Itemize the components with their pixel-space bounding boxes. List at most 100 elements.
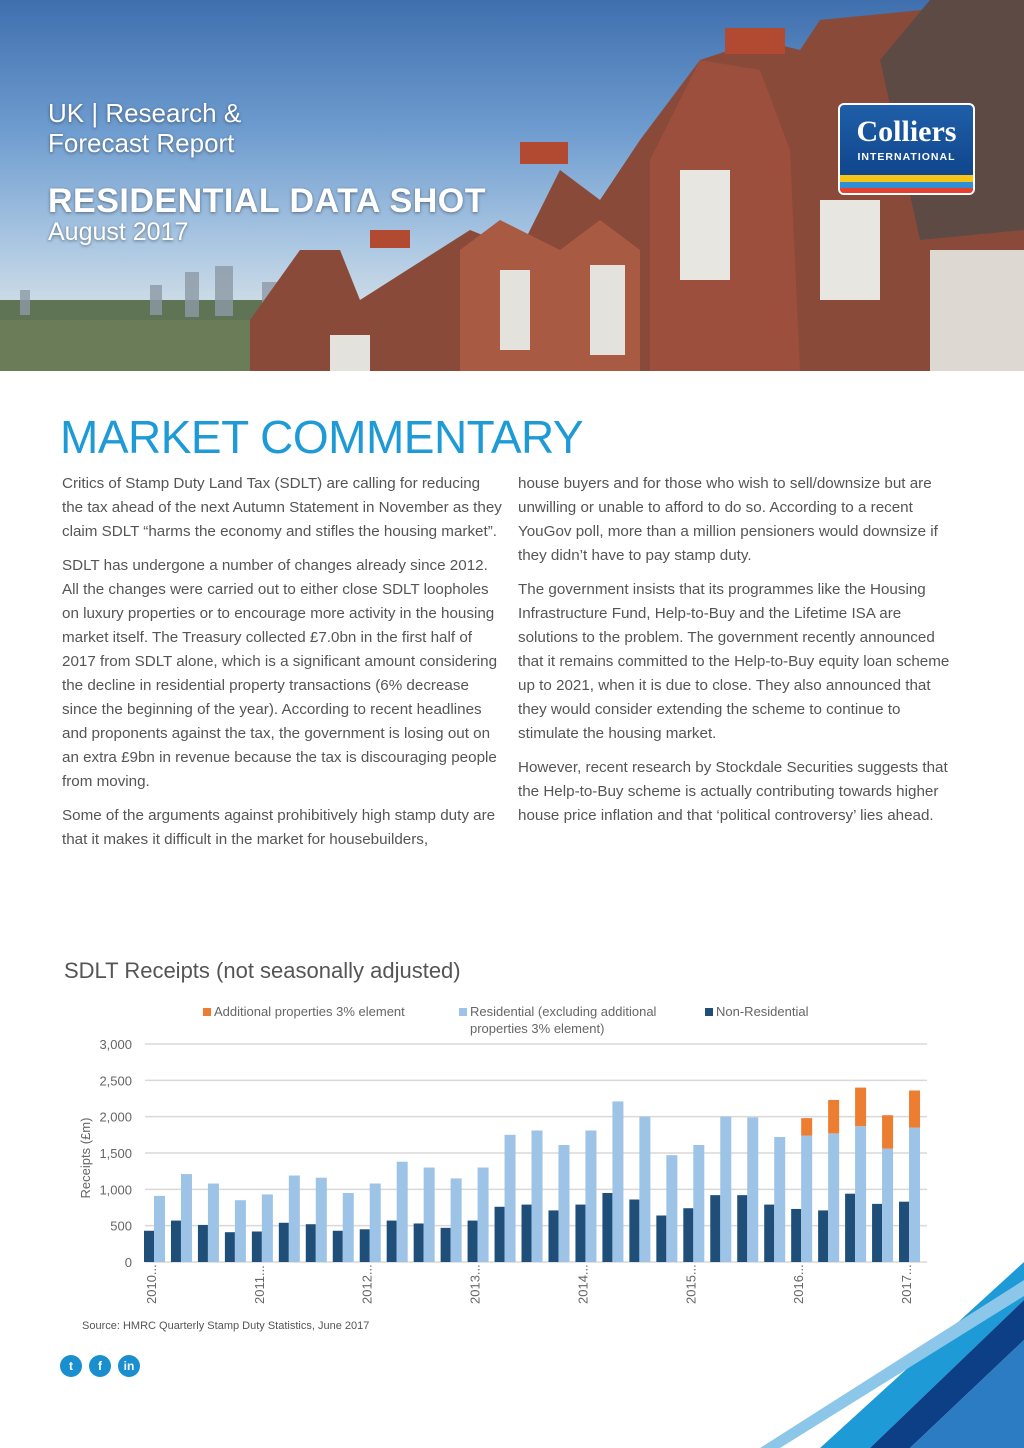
bar-residential — [855, 1126, 867, 1262]
bar-non-residential — [683, 1208, 694, 1262]
bar-residential — [180, 1174, 192, 1262]
bar-residential — [882, 1148, 894, 1262]
legend-item-residential: Residential (excluding additional proper… — [459, 1003, 679, 1037]
bar-non-residential — [602, 1192, 613, 1262]
bar-residential — [720, 1116, 732, 1262]
bar-residential — [828, 1133, 840, 1262]
paragraph: house buyers and for those who wish to s… — [518, 475, 938, 564]
bar-non-residential — [197, 1224, 208, 1262]
bar-residential — [801, 1135, 813, 1262]
hero-banner: UK | Research & Forecast Report RESIDENT… — [0, 0, 1024, 371]
bar-non-residential — [170, 1220, 181, 1262]
bar-non-residential — [818, 1210, 829, 1262]
bar-residential — [558, 1145, 570, 1262]
section-heading: MARKET COMMENTARY — [60, 411, 584, 463]
bar-residential — [909, 1127, 921, 1262]
logo-wordmark: Colliers — [856, 115, 957, 148]
bar-additional-properties — [855, 1087, 867, 1127]
bar-non-residential — [575, 1204, 586, 1262]
colliers-logo: Colliers INTERNATIONAL — [838, 103, 975, 195]
x-tick-label: 2014... — [575, 1264, 590, 1304]
x-tick-label: 2016... — [791, 1264, 806, 1304]
bar-non-residential — [521, 1204, 532, 1262]
bar-non-residential — [413, 1223, 424, 1262]
report-date: August 2017 — [48, 218, 189, 246]
bar-residential — [207, 1183, 219, 1262]
bar-non-residential — [386, 1220, 397, 1262]
bar-non-residential — [656, 1215, 667, 1262]
bar-residential — [612, 1101, 624, 1262]
y-tick-label: 2,000 — [99, 1110, 132, 1125]
report-kicker: UK | Research & Forecast Report — [48, 98, 242, 158]
x-tick-label: 2010... — [144, 1264, 159, 1304]
bar-residential — [693, 1145, 705, 1262]
bar-additional-properties — [882, 1115, 894, 1149]
bar-residential — [423, 1167, 435, 1262]
legend-label: Residential (excluding additional proper… — [470, 1004, 657, 1036]
x-tick-label: 2011... — [252, 1265, 267, 1304]
legend-swatch — [705, 1008, 713, 1016]
legend-label: Additional properties 3% element — [214, 1004, 405, 1019]
bar-residential — [342, 1192, 354, 1262]
bar-additional-properties — [909, 1090, 921, 1128]
bar-non-residential — [305, 1224, 316, 1262]
bar-residential — [396, 1161, 408, 1262]
x-tick-label: 2013... — [468, 1264, 483, 1304]
y-tick-label: 1,000 — [99, 1182, 132, 1197]
chart-title: SDLT Receipts (not seasonally adjusted) — [64, 958, 461, 983]
houses-photo-illustration — [0, 0, 1024, 371]
bar-residential — [288, 1175, 300, 1262]
y-tick-label: 1,500 — [99, 1146, 132, 1161]
facebook-icon[interactable]: f — [89, 1355, 111, 1377]
bar-non-residential — [764, 1204, 775, 1262]
bar-non-residential — [224, 1232, 235, 1262]
y-axis-label: Receipts (£m) — [78, 1118, 93, 1199]
bar-non-residential — [467, 1220, 478, 1262]
bar-non-residential — [629, 1199, 640, 1262]
legend-swatch — [203, 1008, 211, 1016]
bar-residential — [585, 1130, 597, 1262]
legend-item-nonresidential: Non-Residential — [705, 1003, 809, 1020]
bar-non-residential — [494, 1206, 505, 1262]
y-tick-label: 2,500 — [99, 1073, 132, 1088]
bar-non-residential — [791, 1208, 802, 1262]
paragraph: SDLT has undergone a number of changes a… — [62, 557, 498, 790]
bar-residential — [261, 1194, 273, 1262]
report-title: RESIDENTIAL DATA SHOT — [48, 182, 487, 220]
bar-residential — [531, 1130, 543, 1262]
bar-additional-properties — [801, 1118, 813, 1136]
bar-non-residential — [440, 1227, 451, 1262]
bar-residential — [666, 1155, 678, 1262]
commentary-left-column: Critics of Stamp Duty Land Tax (SDLT) ar… — [62, 472, 502, 862]
bar-non-residential — [144, 1230, 154, 1262]
bar-non-residential — [737, 1195, 748, 1262]
paragraph: The government insists that its programm… — [518, 581, 950, 742]
bar-residential — [234, 1200, 246, 1262]
bar-non-residential — [359, 1229, 370, 1262]
bar-residential — [369, 1183, 381, 1262]
bar-non-residential — [899, 1201, 910, 1262]
chart-source: Source: HMRC Quarterly Stamp Duty Statis… — [82, 1320, 370, 1332]
bar-additional-properties — [828, 1099, 840, 1134]
paragraph: Some of the arguments against prohibitiv… — [62, 807, 496, 848]
legend-item-additional: Additional properties 3% element — [203, 1003, 405, 1020]
bar-residential — [774, 1137, 786, 1262]
bar-non-residential — [332, 1230, 343, 1262]
bar-residential — [154, 1195, 165, 1262]
bar-non-residential — [251, 1231, 262, 1262]
y-tick-label: 0 — [125, 1255, 132, 1270]
x-tick-label: 2017... — [899, 1264, 914, 1304]
bar-residential — [450, 1178, 462, 1262]
x-tick-label: 2012... — [360, 1264, 375, 1304]
paragraph: Critics of Stamp Duty Land Tax (SDLT) ar… — [62, 475, 502, 540]
paragraph: However, recent research by Stockdale Se… — [518, 759, 948, 824]
legend-label: Non-Residential — [716, 1004, 809, 1019]
bar-residential — [477, 1167, 489, 1262]
bar-residential — [315, 1177, 327, 1262]
bar-non-residential — [872, 1203, 883, 1262]
twitter-icon[interactable]: t — [60, 1355, 82, 1377]
logo-subtitle: INTERNATIONAL — [857, 151, 956, 163]
bar-residential — [747, 1117, 759, 1262]
linkedin-icon[interactable]: in — [118, 1355, 140, 1377]
y-tick-label: 500 — [110, 1219, 132, 1234]
